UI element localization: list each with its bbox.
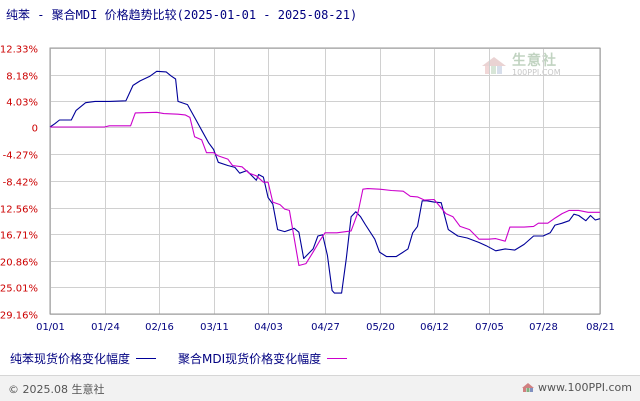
x-tick-label: 07/05 [475, 322, 504, 333]
y-tick-label: -8.42% [3, 178, 38, 189]
footer-site-group[interactable]: www.100PPI.com [522, 381, 632, 394]
chart-series-layer [49, 70, 601, 294]
x-tick-label: 05/20 [366, 322, 395, 333]
legend-swatch-series1 [136, 358, 157, 359]
y-tick-label: -16.71% [0, 231, 38, 242]
y-tick-label: 4.03% [6, 98, 38, 109]
footer-copyright: © 2025.08 生意社 [8, 383, 105, 396]
x-tick-label: 01/01 [36, 322, 65, 333]
chart-title: 纯苯 - 聚合MDI 价格趋势比较(2025-01-01 - 2025-08-2… [6, 8, 358, 22]
chart-grid [50, 48, 601, 315]
y-tick-label: -20.86% [0, 258, 38, 269]
x-tick-label: 04/03 [254, 322, 283, 333]
y-tick-label: 12.33% [0, 45, 38, 56]
x-tick-label: 03/11 [200, 322, 229, 333]
x-tick-label: 08/21 [586, 322, 615, 333]
plot-frame [49, 47, 601, 315]
x-tick-label: 07/28 [529, 322, 558, 333]
x-tick-label: 02/16 [145, 322, 174, 333]
watermark-name: 生意社 [512, 53, 557, 69]
y-tick-label: -4.27% [3, 151, 38, 162]
legend-swatch-series2 [327, 358, 348, 359]
footer-bar: © 2025.08 生意社 www.100PPI.com [0, 375, 640, 401]
house-mini-icon [522, 383, 535, 392]
legend-label-series1: 纯苯现货价格变化幅度 [10, 352, 131, 366]
chart-axes: 12.33% 8.18% 4.03% 0 -4.27% -8.42% -12.56% -16.… [0, 45, 615, 334]
y-tick-label: -29.16% [0, 311, 38, 322]
house-logo-icon [482, 57, 506, 74]
series-line-2 [50, 111, 600, 267]
y-tick-label: 8.18% [6, 72, 38, 83]
y-tick-label: 0 [32, 124, 38, 135]
footer-site-link[interactable]: www.100PPI.com [538, 381, 632, 394]
x-tick-label: 06/12 [420, 322, 449, 333]
series-line-1 [49, 70, 601, 294]
y-tick-label: -12.56% [0, 205, 38, 216]
x-tick-label: 01/24 [91, 322, 120, 333]
x-tick-label: 04/27 [311, 322, 340, 333]
watermark: 生意社 100PPI.COM [480, 54, 561, 78]
watermark-site: 100PPI.COM [512, 68, 561, 77]
y-tick-label: -25.01% [0, 284, 38, 295]
legend-label-series2: 聚合MDI现货价格变化幅度 [178, 352, 322, 366]
line-chart: 12.33% 8.18% 4.03% 0 -4.27% -8.42% -12.56% -16.… [0, 45, 615, 334]
chart-legend: 纯苯现货价格变化幅度 聚合MDI现货价格变化幅度 [10, 350, 369, 367]
